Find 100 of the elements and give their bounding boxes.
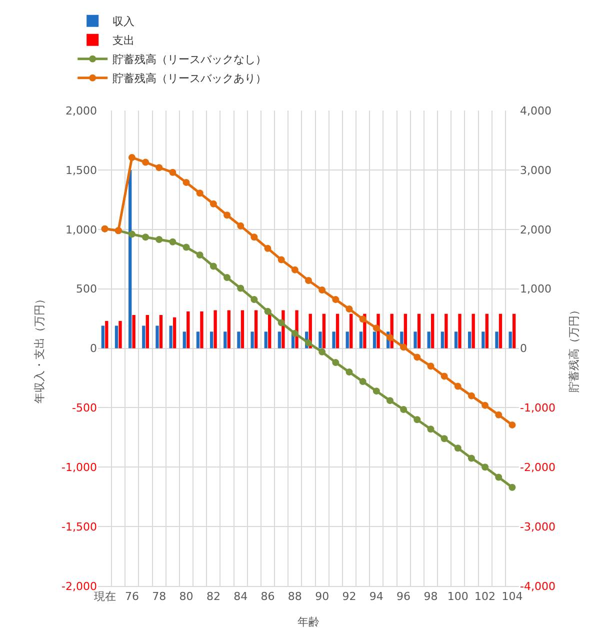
point (156, 164, 163, 172)
point (196, 251, 204, 258)
bar (101, 326, 105, 348)
x-tick-label: 90 (315, 590, 330, 604)
point (264, 244, 272, 252)
bar (172, 317, 176, 348)
y2-tick-label: -4,000 (520, 580, 556, 593)
bar (132, 314, 136, 348)
x-axis-title: 年齢 (298, 615, 320, 628)
point (440, 372, 448, 380)
point (346, 306, 353, 313)
point (142, 158, 150, 166)
point (237, 284, 244, 292)
point (508, 421, 516, 428)
x-tick-label: 96 (396, 590, 411, 604)
bar (322, 314, 326, 348)
bar (346, 332, 349, 348)
legend-label: 貯蓄残高（リースバックあり） (112, 72, 267, 86)
point (196, 190, 204, 197)
y2-tick-label: 3,000 (520, 164, 552, 177)
bar (431, 314, 434, 348)
bar (254, 310, 258, 348)
point (427, 426, 434, 433)
y2-axis-title: 貯蓄残高（万円） (568, 304, 581, 392)
point (182, 244, 190, 251)
point (305, 277, 312, 284)
x-tick-label: 88 (288, 590, 302, 604)
bar (250, 332, 254, 348)
y-tick-label: -1,500 (62, 520, 97, 534)
legend-label: 収入 (112, 15, 135, 28)
y-tick-label: -1,000 (62, 460, 97, 474)
bar (169, 326, 172, 348)
point (237, 222, 244, 230)
bar (458, 314, 462, 348)
bar (444, 314, 448, 348)
bar (318, 332, 322, 348)
point (250, 234, 258, 241)
bar (454, 332, 458, 348)
y-axis-title: 年収入・支出（万円） (33, 293, 46, 404)
bar (512, 314, 516, 348)
point (454, 444, 462, 452)
point (454, 382, 462, 390)
y-tick-label: 2,000 (66, 104, 97, 118)
y-tick-label: -2,000 (62, 580, 97, 593)
bar (264, 332, 268, 348)
point (305, 339, 312, 346)
point (386, 334, 394, 342)
x-tick-label: 現在 (94, 590, 116, 604)
bar (214, 310, 217, 348)
y2-tick-label: 4,000 (520, 104, 552, 118)
bar (482, 332, 485, 348)
x-tick-label: 84 (234, 590, 248, 604)
point (508, 484, 516, 491)
point (414, 416, 421, 424)
bar (118, 320, 122, 348)
y2-tick-label: 0 (520, 342, 527, 356)
point (482, 464, 489, 471)
point (400, 406, 408, 413)
bar (227, 310, 230, 348)
point (386, 397, 394, 404)
bar (237, 332, 240, 348)
point (495, 474, 502, 481)
point (156, 236, 163, 244)
bar (498, 314, 502, 348)
bar (114, 326, 118, 348)
legend-label: 支出 (112, 34, 135, 48)
point (264, 308, 272, 315)
bar (182, 332, 186, 348)
point (346, 368, 353, 376)
y2-tick-label: -1,000 (520, 402, 556, 415)
y2-tick-label: -2,000 (520, 460, 556, 474)
y2-tick-label: 1,000 (520, 282, 552, 296)
point (372, 388, 380, 395)
x-tick-label: 82 (206, 590, 220, 604)
point (128, 230, 136, 238)
point (142, 234, 150, 241)
point (169, 238, 176, 246)
point (182, 178, 190, 186)
x-tick-label: 86 (260, 590, 275, 604)
x-tick-label: 102 (474, 590, 496, 604)
bar (350, 314, 353, 348)
point (468, 454, 475, 462)
point (372, 324, 380, 332)
bar (427, 332, 430, 348)
bar (359, 332, 363, 348)
point (414, 354, 421, 361)
bar (240, 310, 244, 348)
point (482, 402, 489, 409)
bar (332, 332, 336, 348)
point (128, 154, 136, 161)
point (359, 378, 366, 386)
bar (196, 332, 200, 348)
bar (417, 314, 421, 348)
bar (468, 332, 472, 348)
point (332, 359, 340, 366)
bar (142, 326, 146, 348)
point (291, 330, 298, 337)
bar (146, 314, 149, 348)
point (250, 296, 258, 304)
bar (278, 332, 282, 348)
